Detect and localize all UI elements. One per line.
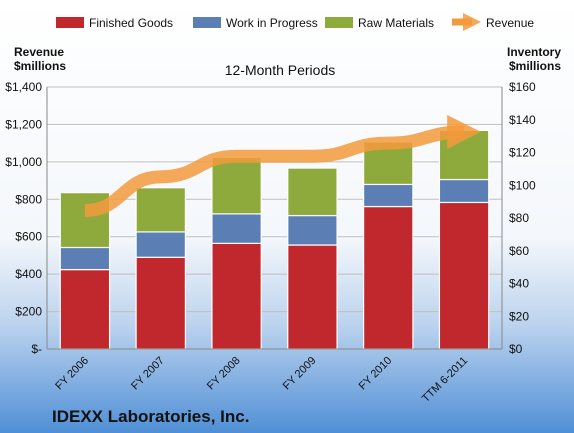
bar-work-in-progress-fy-2008: [211, 213, 262, 244]
y-left-tick-label: $200: [15, 305, 42, 319]
bar-work-in-progress-fy-2007: [135, 231, 186, 258]
left-axis-label-line1: Revenue: [14, 45, 64, 59]
y-left-tick-label: $1,200: [5, 117, 42, 131]
chart-footer: IDEXX Laboratories, Inc.: [52, 407, 249, 426]
legend-swatch-raw-materials: [325, 17, 353, 28]
y-left-tick-label: $1,000: [5, 155, 42, 169]
bar-finished-goods-fy-2007: [135, 256, 186, 350]
y-right-tick-label: $120: [509, 146, 536, 160]
legend-label-work-in-progress: Work in Progress: [226, 16, 318, 30]
bar-work-in-progress-fy-2010: [363, 183, 414, 208]
y-left-tick-label: $600: [15, 230, 42, 244]
y-right-tick-label: $0: [509, 342, 523, 356]
bar-finished-goods-ttm-6-2011: [438, 201, 490, 350]
bar-work-in-progress-fy-2006: [59, 246, 111, 271]
y-right-tick-label: $140: [509, 113, 536, 127]
bar-finished-goods-fy-2006: [59, 268, 111, 350]
bar-work-in-progress-ttm-6-2011: [438, 178, 490, 204]
bar-raw-materials-fy-2008: [211, 156, 262, 215]
bar-finished-goods-fy-2010: [363, 205, 414, 350]
bar-work-in-progress-fy-2009: [287, 214, 338, 246]
y-left-tick-label: $1,400: [5, 80, 42, 94]
y-right-tick-label: $20: [509, 309, 529, 323]
revenue-line: [84, 115, 481, 218]
y-left-tick-label: $-: [31, 342, 42, 356]
y-right-tick-label: $160: [509, 80, 536, 94]
revenue-line-layer: [84, 115, 481, 218]
bar-raw-materials-fy-2007: [135, 187, 186, 233]
legend: Finished Goods Work in Progress Raw Mate…: [56, 12, 534, 32]
legend-swatch-work-in-progress: [193, 17, 221, 28]
legend-label-raw-materials: Raw Materials: [358, 16, 434, 30]
bar-finished-goods-fy-2009: [287, 244, 338, 350]
legend-label-finished-goods: Finished Goods: [89, 16, 173, 30]
y-right-tick-label: $100: [509, 178, 536, 192]
y-right-tick-label: $40: [509, 277, 529, 291]
chart-subtitle: 12-Month Periods: [225, 62, 336, 78]
bar-raw-materials-fy-2009: [287, 167, 338, 217]
bar-finished-goods-fy-2008: [211, 242, 262, 350]
y-right-tick-label: $60: [509, 244, 529, 258]
left-axis-label-line2: $millions: [14, 59, 66, 73]
y-left-tick-label: $400: [15, 267, 42, 281]
legend-label-revenue: Revenue: [486, 16, 534, 30]
right-axis-label-line1: Inventory: [507, 45, 561, 59]
bars: [59, 129, 490, 350]
y-right-tick-label: $80: [509, 211, 529, 225]
y-left-tick-label: $800: [15, 192, 42, 206]
right-axis-label-line2: $millions: [509, 59, 561, 73]
legend-swatch-finished-goods: [56, 17, 84, 28]
